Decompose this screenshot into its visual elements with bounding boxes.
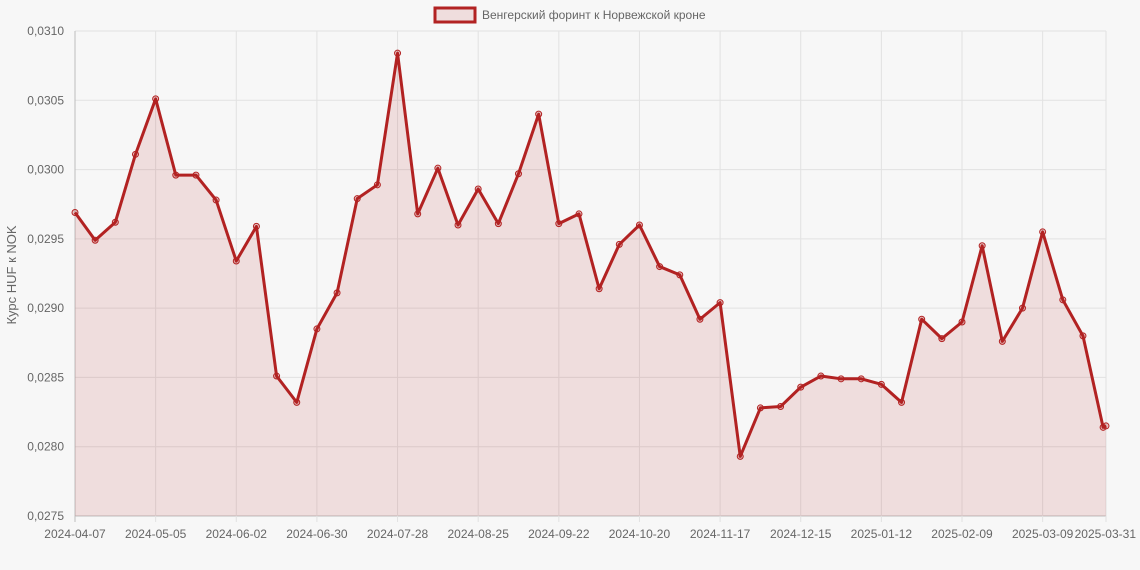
data-point[interactable] bbox=[978, 242, 986, 250]
data-point[interactable] bbox=[394, 49, 402, 57]
data-point[interactable] bbox=[172, 171, 180, 179]
data-point[interactable] bbox=[293, 398, 301, 406]
legend-swatch[interactable] bbox=[433, 6, 477, 24]
data-point[interactable] bbox=[777, 403, 785, 411]
data-point[interactable] bbox=[71, 209, 79, 217]
data-point[interactable] bbox=[716, 299, 724, 307]
series-area-fill bbox=[75, 53, 1106, 517]
y-tick-label: 0,0300 bbox=[27, 163, 64, 177]
data-point[interactable] bbox=[918, 315, 926, 323]
data-point[interactable] bbox=[414, 210, 422, 218]
x-tick-label: 2024-05-05 bbox=[125, 527, 187, 541]
x-tick-label: 2024-08-25 bbox=[447, 527, 509, 541]
x-tick-label: 2024-11-17 bbox=[690, 527, 751, 541]
data-point[interactable] bbox=[756, 404, 764, 412]
x-tick-label: 2025-03-31 bbox=[1075, 527, 1137, 541]
data-point[interactable] bbox=[515, 170, 523, 178]
data-point[interactable] bbox=[373, 181, 381, 189]
data-point[interactable] bbox=[313, 325, 321, 333]
data-point[interactable] bbox=[696, 315, 704, 323]
data-point[interactable] bbox=[615, 240, 623, 248]
data-point[interactable] bbox=[837, 375, 845, 383]
x-tick-label: 2024-09-22 bbox=[528, 527, 590, 541]
y-tick-label: 0,0290 bbox=[27, 301, 64, 315]
data-point[interactable] bbox=[1018, 304, 1026, 312]
data-point[interactable] bbox=[333, 289, 341, 297]
data-point[interactable] bbox=[535, 110, 543, 118]
y-axis-label: Курс HUF к NOK bbox=[4, 225, 19, 324]
y-tick-label: 0,0280 bbox=[27, 440, 64, 454]
y-axis-ticks: 0,0310 0,0305 0,0300 0,0295 0,0290 0,0285 0,02… bbox=[27, 24, 64, 523]
x-tick-label: 2025-02-09 bbox=[931, 527, 993, 541]
data-point[interactable] bbox=[656, 263, 664, 271]
data-point[interactable] bbox=[353, 195, 361, 203]
y-tick-label: 0,0310 bbox=[27, 24, 64, 38]
data-point[interactable] bbox=[1059, 296, 1067, 304]
data-point[interactable] bbox=[877, 380, 885, 388]
x-tick-label: 2024-04-07 bbox=[44, 527, 106, 541]
data-point[interactable] bbox=[434, 164, 442, 172]
data-point[interactable] bbox=[252, 222, 260, 230]
legend[interactable]: Венгерский форинт к Норвежской кроне bbox=[433, 6, 706, 24]
data-point[interactable] bbox=[131, 150, 139, 158]
data-point[interactable] bbox=[635, 221, 643, 229]
y-tick-label: 0,0275 bbox=[27, 509, 64, 523]
data-point[interactable] bbox=[575, 210, 583, 218]
x-tick-label: 2024-07-28 bbox=[367, 527, 429, 541]
data-point[interactable] bbox=[152, 95, 160, 103]
data-point[interactable] bbox=[555, 220, 563, 228]
data-point[interactable] bbox=[797, 383, 805, 391]
y-tick-label: 0,0295 bbox=[27, 232, 64, 246]
data-point[interactable] bbox=[938, 335, 946, 343]
y-tick-label: 0,0305 bbox=[27, 93, 64, 107]
data-point[interactable] bbox=[595, 285, 603, 293]
data-point[interactable] bbox=[857, 375, 865, 383]
data-point[interactable] bbox=[474, 185, 482, 193]
data-point[interactable] bbox=[676, 271, 684, 279]
data-point[interactable] bbox=[454, 221, 462, 229]
x-tick-label: 2025-01-12 bbox=[851, 527, 913, 541]
data-point[interactable] bbox=[817, 372, 825, 380]
y-tick-label: 0,0285 bbox=[27, 370, 64, 384]
data-point[interactable] bbox=[998, 337, 1006, 345]
grid bbox=[74, 30, 1107, 522]
x-axis-ticks: 2024-04-07 2024-05-05 2024-06-02 2024-06-30… bbox=[44, 527, 1136, 541]
data-point[interactable] bbox=[1102, 422, 1110, 430]
x-tick-label: 2025-03-09 bbox=[1012, 527, 1074, 541]
data-point[interactable] bbox=[494, 220, 502, 228]
legend-label[interactable]: Венгерский форинт к Норвежской кроне bbox=[482, 8, 706, 22]
x-tick-label: 2024-10-20 bbox=[609, 527, 671, 541]
series-line bbox=[73, 51, 1107, 458]
data-point[interactable] bbox=[273, 372, 281, 380]
data-point[interactable] bbox=[91, 236, 99, 244]
data-point[interactable] bbox=[1079, 332, 1087, 340]
data-point[interactable] bbox=[898, 398, 906, 406]
x-tick-label: 2024-12-15 bbox=[770, 527, 832, 541]
x-tick-label: 2024-06-30 bbox=[286, 527, 348, 541]
data-point[interactable] bbox=[212, 196, 220, 204]
data-point[interactable] bbox=[958, 318, 966, 326]
data-point[interactable] bbox=[111, 218, 119, 226]
data-point[interactable] bbox=[1039, 228, 1047, 236]
data-point[interactable] bbox=[192, 171, 200, 179]
series-points bbox=[71, 49, 1110, 460]
x-tick-label: 2024-06-02 bbox=[206, 527, 268, 541]
data-point[interactable] bbox=[232, 257, 240, 265]
data-point[interactable] bbox=[736, 452, 744, 460]
